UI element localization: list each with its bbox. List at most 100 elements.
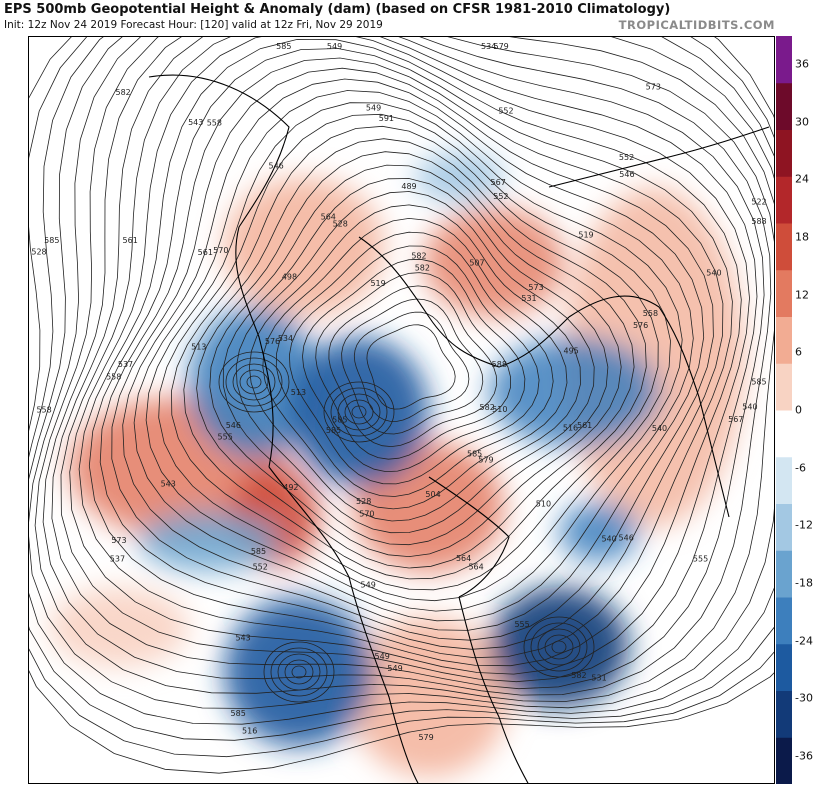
height-contour [353,311,470,422]
contour-label: 504 [425,490,440,499]
contour-label: 585 [326,426,341,435]
height-contour [239,369,269,395]
anomaly-low-siberia [489,337,659,447]
contour-label: 543 [188,118,203,127]
contour-label: 552 [619,153,634,162]
coastlines [148,74,770,783]
contour-label: 537 [110,554,125,563]
anomaly-low-north-africa [559,502,639,562]
contour-label: 558 [106,372,121,381]
source-watermark: TROPICALTIDBITS.COM [618,18,775,32]
height-contour [337,393,381,431]
colorbar-swatch [776,316,792,364]
contour-label: 516 [563,424,578,433]
contour-label: 513 [191,342,206,351]
colorbar-swatch [776,643,792,691]
contour-label: 585 [276,42,291,51]
colorbar [776,36,792,784]
contour-label: 519 [370,279,385,288]
contour-label: 558 [643,309,658,318]
anomaly-low-pacific [139,512,279,572]
height-contour [145,102,683,612]
height-contour [248,204,581,522]
height-contours [29,37,774,774]
anomaly-ridge-eastern-us [349,617,509,777]
height-contour [232,363,276,401]
height-contour [302,258,526,473]
height-contour [209,164,622,558]
contour-label: 561 [577,421,592,430]
colorbar-swatch [776,82,792,130]
height-contour [34,37,774,702]
height-contour [341,298,484,435]
contour-label: 510 [536,500,551,509]
height-contour [60,37,758,683]
anomaly-ridge-mexico [49,587,189,667]
contour-label: 576 [265,337,280,346]
colorbar-tick-label: 18 [795,230,809,244]
contour-label: 579 [478,456,493,465]
height-contour [523,616,595,678]
contour-label: 591 [379,114,394,123]
contour-label: 546 [619,534,634,543]
contour-label: 585 [251,547,266,556]
height-contour [277,653,321,691]
contour-label: 549 [327,42,342,51]
colorbar-tick-label: -24 [795,634,813,648]
height-contour [291,665,307,679]
colorbar-tick-label: 24 [795,172,809,186]
contour-label: 522 [751,197,766,206]
height-contour [262,217,568,510]
height-contour [171,125,659,591]
colorbar-swatch [776,36,792,84]
contour-label: 561 [123,236,138,245]
contour-label: 540 [742,403,757,412]
height-contour [323,381,395,443]
colorbar-swatch [776,363,792,411]
colorbar-swatch [776,223,792,271]
contour-label: 543 [161,479,176,488]
contour-label: 531 [591,674,606,683]
contour-label: 552 [493,192,508,201]
colorbar-tick-label: 6 [795,345,802,359]
height-contour [284,659,314,685]
contour-label: 492 [283,483,298,492]
colorbar-swatch [776,503,792,551]
height-contour [196,151,635,569]
height-contour [88,48,733,659]
height-contour [69,37,750,675]
anomaly-shading [49,152,744,777]
height-contour [344,399,374,425]
contour-label: 549 [387,664,402,673]
height-contour [218,351,290,413]
contour-label: 543 [235,634,250,643]
anomaly-low-north-atlantic [489,587,629,707]
map-canvas: 5885855825795765735705645615555675645615… [29,37,774,783]
contour-label: 528 [356,497,371,506]
height-contour [133,90,694,622]
contour-label: 585 [44,236,59,245]
contour-label: 558 [207,118,222,127]
contour-label: 558 [36,406,51,415]
colorbar-swatch [776,410,792,458]
height-contour [315,272,512,460]
contour-label: 549 [361,581,376,590]
colorbar-tick-label: 30 [795,115,809,129]
anomaly-low-arctic [289,337,429,487]
height-contour [288,245,540,485]
contour-label: 582 [415,263,430,272]
height-contour [544,634,574,660]
colorbar-swatch [776,690,792,738]
contour-label: 561 [198,248,213,257]
contour-label: 567 [491,178,506,187]
contour-label: 489 [401,182,416,191]
contour-label: 555 [514,620,529,629]
height-contour [29,37,774,774]
contour-label: 549 [366,104,381,113]
colorbar-tick-label: 0 [795,403,802,417]
contour-label: 570 [213,246,228,255]
height-contour [551,640,567,654]
contour-label: 546 [619,170,634,179]
contour-label: 495 [563,346,578,355]
contour-label: 582 [411,251,426,260]
